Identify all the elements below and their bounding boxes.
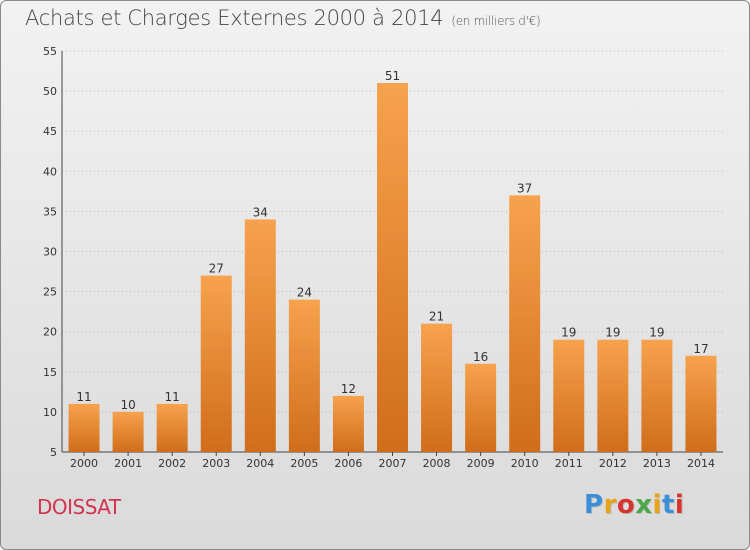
y-tick-label: 25 [43,286,57,299]
y-tick-label: 50 [43,85,57,98]
bar [112,411,144,452]
data-label: 17 [693,342,708,356]
bar [597,339,629,452]
data-label: 34 [253,205,268,219]
bar [156,403,188,452]
logo-letter: r [603,490,617,520]
x-tick-label: 2013 [643,457,671,470]
y-tick-label: 40 [43,165,57,178]
y-tick-label: 35 [43,205,57,218]
bar [421,323,453,452]
data-label: 19 [561,326,576,340]
y-tick-label: 15 [43,366,57,379]
data-label: 11 [76,390,91,404]
x-tick-label: 2009 [467,457,495,470]
x-tick-label: 2002 [158,457,186,470]
y-tick-label: 30 [43,246,57,259]
bar [288,299,320,452]
y-tick-label: 45 [43,125,57,138]
bar [553,339,585,452]
x-tick-label: 2005 [290,457,318,470]
x-tick-label: 2000 [70,457,98,470]
data-label: 19 [605,326,620,340]
logo-letter: o [616,490,636,520]
place-name: DOISSAT [37,495,121,519]
x-tick-label: 2007 [379,457,407,470]
y-tick-label: 10 [43,406,57,419]
bar [332,395,364,452]
y-tick-label: 5 [50,446,57,459]
y-tick-label: 20 [43,326,57,339]
bar [641,339,673,452]
x-tick-label: 2004 [246,457,274,470]
x-tick-label: 2011 [555,457,583,470]
y-tick-label: 55 [43,45,57,58]
data-label: 12 [341,382,356,396]
logo-letter: P [584,490,604,520]
data-label: 11 [165,390,180,404]
x-tick-label: 2006 [334,457,362,470]
data-label: 21 [429,310,444,324]
logo-letter: i [674,490,685,520]
bar [68,403,100,452]
data-label: 51 [385,69,400,83]
x-tick-label: 2003 [202,457,230,470]
x-tick-label: 2012 [599,457,627,470]
logo-letter: t [661,490,675,520]
x-tick-label: 2010 [511,457,539,470]
x-tick-label: 2014 [687,457,715,470]
bar [244,219,276,452]
chart-title: Achats et Charges Externes 2000 à 2014 (e… [25,6,541,30]
data-label: 27 [209,262,224,276]
bar [377,83,408,452]
logo-letter: i [652,490,662,520]
bar [509,195,541,453]
x-tick-label: 2001 [114,457,142,470]
bar [200,275,232,452]
bar [465,363,497,452]
bar [685,355,717,452]
data-label: 16 [473,350,488,364]
proxiti-logo: Proxiti [584,490,684,520]
chart-subtitle: (en milliers d'€) [451,14,541,28]
data-label: 19 [649,326,664,340]
data-label: 37 [517,181,532,195]
data-label: 10 [120,398,135,412]
chart-title-text: Achats et Charges Externes 2000 à 2014 [25,6,444,30]
x-tick-label: 2008 [423,457,451,470]
data-label: 24 [297,286,312,300]
logo-letter: x [635,490,653,520]
